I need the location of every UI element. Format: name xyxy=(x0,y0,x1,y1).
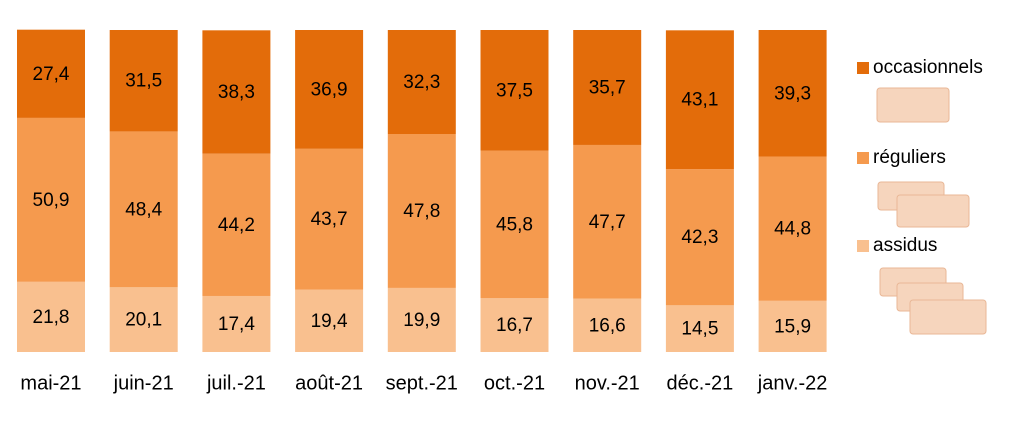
legend-swatch xyxy=(857,62,869,74)
value-label: 35,7 xyxy=(589,77,626,98)
value-label: 19,9 xyxy=(403,310,440,331)
bar-segment xyxy=(387,30,456,135)
bar-segment xyxy=(665,305,734,352)
legend-label: assidus xyxy=(873,235,937,256)
bar-segment xyxy=(480,298,549,352)
bar-segment xyxy=(573,298,642,352)
value-label: 37,5 xyxy=(496,80,533,101)
value-label: 42,3 xyxy=(681,227,718,248)
bar-segment xyxy=(573,144,642,299)
value-label: 21,8 xyxy=(33,307,70,328)
legend-label: occasionnels xyxy=(873,57,983,78)
bar-segment xyxy=(480,30,549,151)
bar-segment xyxy=(480,150,549,299)
bar-segment xyxy=(387,134,456,288)
value-label: 44,8 xyxy=(774,219,811,240)
value-label: 19,4 xyxy=(311,311,348,332)
x-tick-label: juil.-21 xyxy=(206,372,266,394)
x-tick-label: janv.-22 xyxy=(757,372,828,394)
x-tick-label: déc.-21 xyxy=(667,372,734,394)
value-label: 44,2 xyxy=(218,215,255,236)
x-tick-label: juin-21 xyxy=(113,372,174,394)
bar-segment xyxy=(295,30,364,149)
value-label: 39,3 xyxy=(774,83,811,104)
value-label: 48,4 xyxy=(125,199,162,220)
ticket-icons xyxy=(876,87,987,335)
x-tick-label: août-21 xyxy=(295,372,363,394)
bar-segment xyxy=(665,30,734,170)
legend-swatch xyxy=(857,152,869,164)
value-label: 16,6 xyxy=(589,315,626,336)
value-label: 38,3 xyxy=(218,82,255,103)
value-label: 14,5 xyxy=(681,319,718,340)
x-tick-label: nov.-21 xyxy=(575,372,640,394)
value-label: 50,9 xyxy=(33,190,70,211)
value-label: 36,9 xyxy=(311,79,348,100)
value-label: 31,5 xyxy=(125,71,162,92)
bar-segment xyxy=(109,30,178,132)
bar-segment xyxy=(202,153,271,296)
value-label: 43,1 xyxy=(681,90,718,111)
value-label: 17,4 xyxy=(218,314,255,335)
x-tick-label: oct.-21 xyxy=(484,372,545,394)
bar-segment xyxy=(109,287,178,352)
bar-segment xyxy=(573,30,642,145)
bar-segment xyxy=(17,281,85,352)
bar-segment xyxy=(295,148,364,290)
legend-label: réguliers xyxy=(873,147,946,168)
bar-segment xyxy=(758,30,827,157)
bar-segment xyxy=(202,30,271,154)
bar-segment xyxy=(17,117,85,282)
x-tick-label: sept.-21 xyxy=(386,372,458,394)
value-label: 27,4 xyxy=(33,64,70,85)
value-label: 15,9 xyxy=(774,316,811,337)
bar-segment xyxy=(758,300,827,352)
value-label: 32,3 xyxy=(403,72,440,93)
bar-segment xyxy=(202,295,271,352)
bar-segment xyxy=(295,289,364,352)
value-label: 47,7 xyxy=(589,212,626,233)
value-label: 43,7 xyxy=(311,209,348,230)
value-label: 16,7 xyxy=(496,315,533,336)
bar-segment xyxy=(387,287,456,352)
value-label: 20,1 xyxy=(125,310,162,331)
bar-segment xyxy=(109,131,178,288)
bar-segment xyxy=(665,169,734,306)
x-tick-label: mai-21 xyxy=(20,372,81,394)
legend-swatch xyxy=(857,240,869,252)
bar-segment xyxy=(17,29,85,118)
bar-segment xyxy=(758,156,827,301)
value-label: 47,8 xyxy=(403,201,440,222)
value-label: 45,8 xyxy=(496,215,533,236)
